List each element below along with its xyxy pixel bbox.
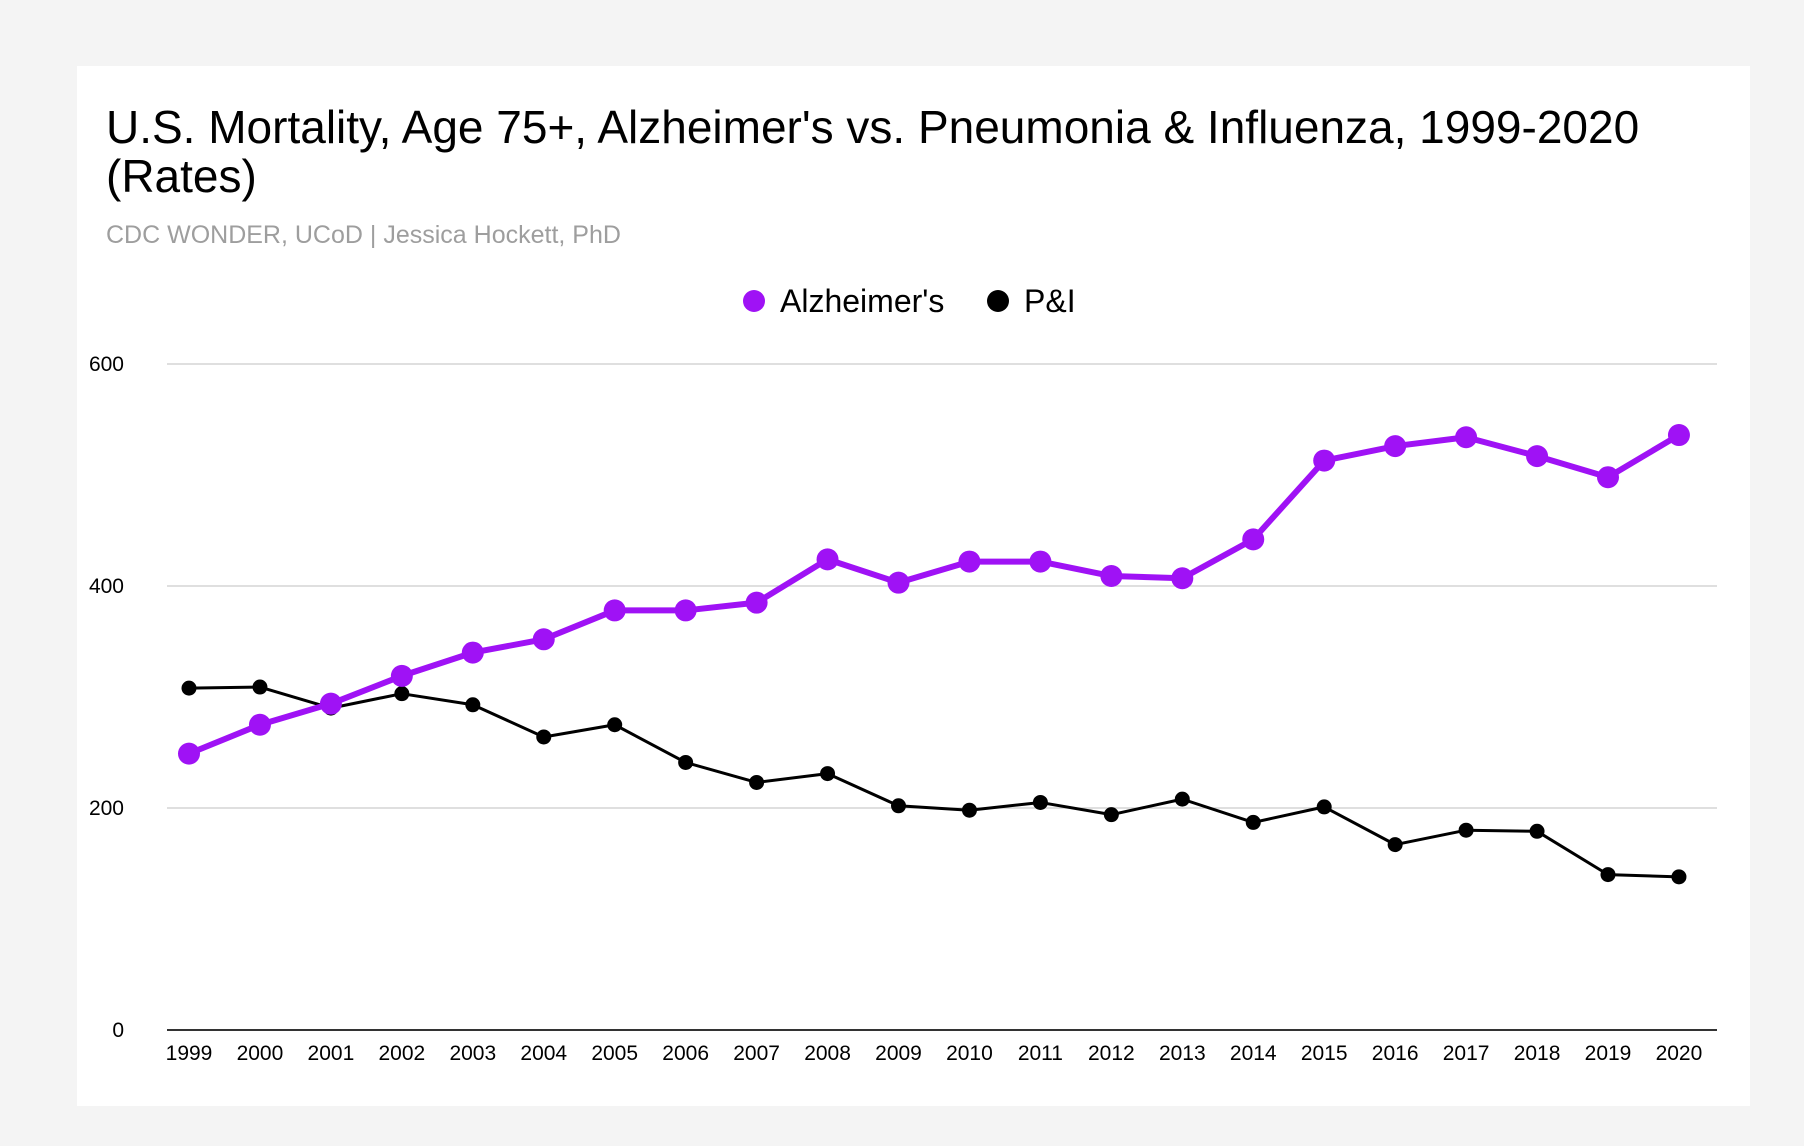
x-tick-label: 2010 — [946, 1042, 993, 1065]
series-group — [178, 424, 1690, 885]
data-point-alzheimer-s-2014 — [1242, 528, 1265, 551]
data-point-alzheimer-s-2006 — [674, 599, 697, 622]
data-point-p-i-2003 — [465, 697, 481, 713]
data-point-alzheimer-s-2005 — [603, 599, 626, 622]
x-tick-label: 2016 — [1372, 1042, 1419, 1065]
data-point-alzheimer-s-2012 — [1100, 565, 1123, 588]
legend-marker-pi — [987, 290, 1009, 312]
legend-label-pi: P&I — [1024, 283, 1076, 319]
data-point-p-i-2005 — [607, 717, 623, 733]
x-tick-label: 2004 — [520, 1042, 567, 1065]
data-point-p-i-2017 — [1458, 822, 1474, 838]
data-point-p-i-2014 — [1245, 814, 1261, 830]
y-tick-label: 0 — [112, 1019, 124, 1042]
y-tick-label: 200 — [89, 797, 124, 820]
data-point-p-i-2006 — [678, 754, 694, 770]
data-point-p-i-2015 — [1316, 799, 1332, 815]
x-tick-label: 2000 — [237, 1042, 284, 1065]
data-point-p-i-2011 — [1032, 794, 1048, 810]
data-point-alzheimer-s-2001 — [319, 692, 342, 715]
x-tick-label: 2014 — [1230, 1042, 1277, 1065]
x-tick-label: 2018 — [1514, 1042, 1561, 1065]
legend-marker-alzheimers — [743, 290, 765, 312]
data-point-p-i-1999 — [181, 680, 197, 696]
y-tick-label: 600 — [89, 353, 124, 376]
y-axis-ticks: 0 200 400 600 — [89, 353, 124, 1042]
y-tick-label: 400 — [89, 575, 124, 598]
gridlines — [167, 363, 1717, 1031]
x-tick-label: 2020 — [1656, 1042, 1703, 1065]
data-point-p-i-2019 — [1600, 867, 1616, 883]
data-point-p-i-2012 — [1103, 807, 1119, 823]
x-tick-label: 2008 — [804, 1042, 851, 1065]
data-point-p-i-2000 — [252, 679, 268, 695]
data-point-alzheimer-s-2003 — [461, 641, 484, 664]
data-point-p-i-2008 — [820, 766, 836, 782]
x-tick-label: 2005 — [591, 1042, 638, 1065]
x-tick-label: 2009 — [875, 1042, 922, 1065]
x-tick-label: 2015 — [1301, 1042, 1348, 1065]
x-tick-label: 2013 — [1159, 1042, 1206, 1065]
data-point-alzheimer-s-2020 — [1667, 424, 1690, 447]
x-axis-ticks: 1999 2000 2001 2002 2003 2004 2005 2006 2007 2008… — [166, 1042, 1703, 1065]
legend: Alzheimer's P&I — [743, 283, 1076, 319]
data-point-alzheimer-s-1999 — [178, 742, 200, 765]
data-point-p-i-2004 — [536, 729, 552, 745]
x-tick-label: 2002 — [378, 1042, 425, 1065]
data-point-alzheimer-s-2017 — [1455, 426, 1478, 449]
data-point-alzheimer-s-2013 — [1171, 567, 1194, 590]
data-point-p-i-2002 — [394, 686, 410, 702]
x-tick-label: 2006 — [662, 1042, 709, 1065]
x-tick-label: 1999 — [166, 1042, 213, 1065]
data-point-alzheimer-s-2019 — [1597, 466, 1619, 489]
chart-subtitle: CDC WONDER, UCoD | Jessica Hockett, PhD — [106, 221, 621, 249]
data-point-p-i-2018 — [1529, 823, 1545, 839]
data-point-alzheimer-s-2018 — [1526, 445, 1549, 468]
data-point-p-i-2016 — [1387, 837, 1403, 853]
series-line-alzheimer-s — [187, 432, 1681, 757]
data-point-alzheimer-s-2004 — [532, 628, 555, 651]
data-point-p-i-2020 — [1671, 869, 1687, 885]
data-point-p-i-2010 — [961, 802, 977, 818]
data-point-alzheimer-s-2009 — [887, 571, 910, 594]
x-tick-label: 2001 — [308, 1042, 355, 1065]
x-tick-label: 2017 — [1443, 1042, 1490, 1065]
line-chart: Alzheimer's P&I 0 200 400 600 1999 2000 2001 2… — [89, 283, 1717, 1065]
x-tick-label: 2007 — [733, 1042, 780, 1065]
data-point-alzheimer-s-2016 — [1384, 435, 1407, 458]
x-tick-label: 2003 — [449, 1042, 496, 1065]
data-point-alzheimer-s-2010 — [958, 550, 981, 573]
x-tick-label: 2019 — [1585, 1042, 1632, 1065]
series-line-p-i — [188, 685, 1679, 879]
x-tick-label: 2012 — [1088, 1042, 1135, 1065]
chart-title: U.S. Mortality, Age 75+, Alzheimer's vs.… — [106, 101, 1640, 202]
data-point-alzheimer-s-2015 — [1313, 449, 1336, 472]
x-tick-label: 2011 — [1018, 1042, 1063, 1065]
data-point-alzheimer-s-2007 — [745, 591, 768, 614]
data-point-p-i-2009 — [891, 798, 906, 814]
legend-label-alzheimers: Alzheimer's — [780, 283, 944, 319]
data-point-alzheimer-s-2008 — [816, 548, 839, 571]
data-point-alzheimer-s-2011 — [1029, 550, 1052, 573]
chart-card: U.S. Mortality, Age 75+, Alzheimer's vs.… — [77, 66, 1750, 1106]
data-point-alzheimer-s-2002 — [390, 664, 413, 687]
data-point-alzheimer-s-2000 — [248, 713, 271, 736]
data-point-p-i-2007 — [749, 774, 765, 790]
data-point-p-i-2013 — [1174, 791, 1190, 807]
